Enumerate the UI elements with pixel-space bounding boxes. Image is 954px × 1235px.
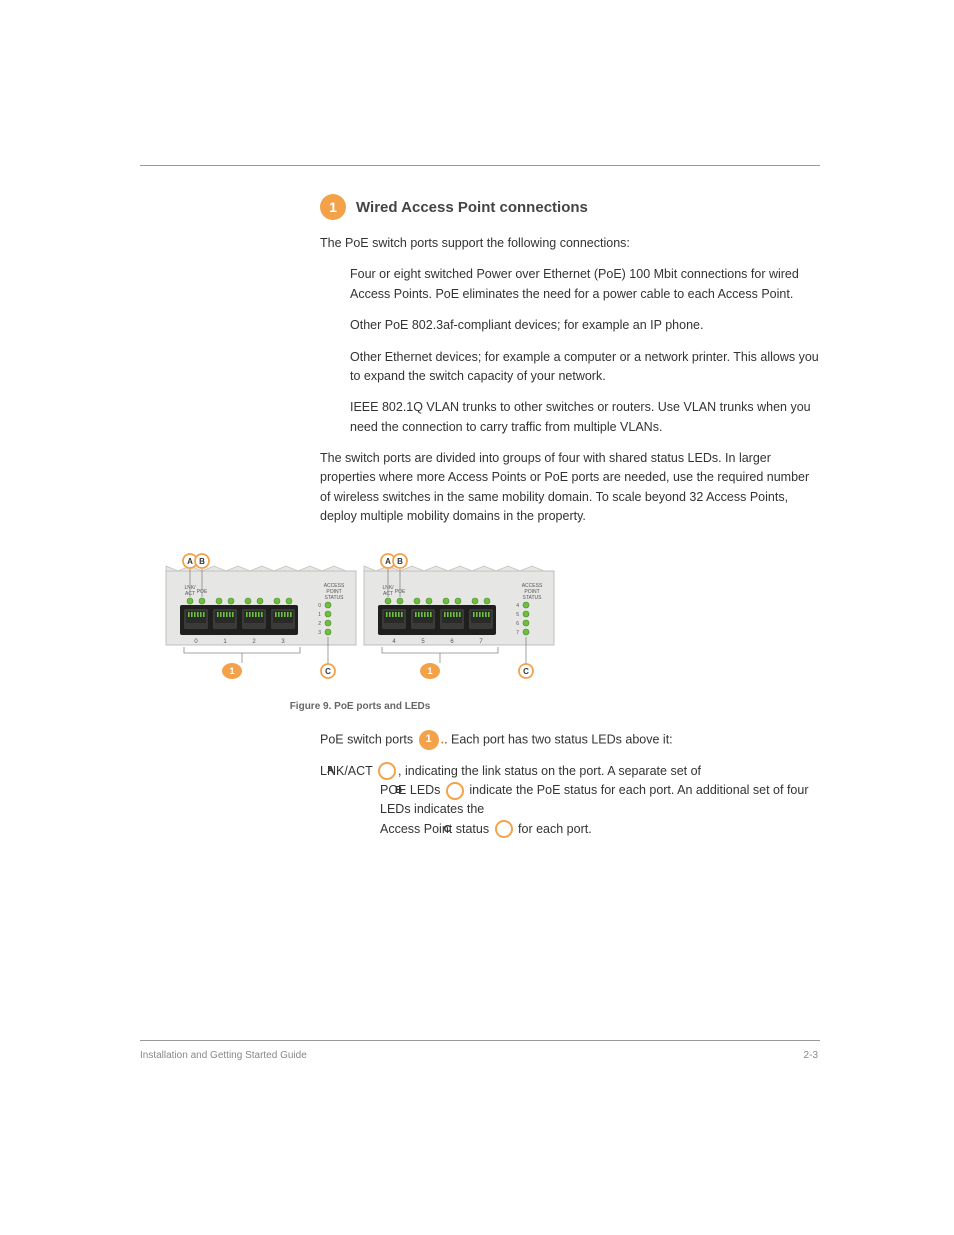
section-heading-text: Wired Access Point connections bbox=[356, 199, 588, 216]
svg-text:C: C bbox=[523, 667, 529, 676]
svg-text:5: 5 bbox=[516, 612, 519, 618]
detail-2: Other Ethernet devices; for example a co… bbox=[350, 348, 820, 387]
svg-text:2: 2 bbox=[318, 621, 321, 627]
section-heading: 1 Wired Access Point connections bbox=[320, 194, 820, 220]
svg-text:A: A bbox=[187, 557, 193, 566]
footer-left: Installation and Getting Started Guide bbox=[140, 1050, 307, 1061]
footer-rule bbox=[140, 1040, 820, 1041]
svg-text:3: 3 bbox=[318, 630, 321, 636]
legend-ring-b: B bbox=[446, 782, 464, 800]
detail-1: Other PoE 802.3af-compliant devices; for… bbox=[350, 316, 820, 335]
svg-text:STATUS: STATUS bbox=[523, 595, 543, 601]
svg-text:6: 6 bbox=[516, 621, 519, 627]
svg-text:B: B bbox=[199, 557, 205, 566]
svg-text:0: 0 bbox=[318, 603, 321, 609]
footer-right: 2-3 bbox=[804, 1050, 818, 1061]
poe-ports-figure: 0123LNK/ACTPOEACCESSPOINTSTATUS0123ABC14… bbox=[160, 547, 560, 687]
svg-text:1: 1 bbox=[229, 666, 234, 676]
svg-text:B: B bbox=[397, 557, 403, 566]
svg-text:STATUS: STATUS bbox=[325, 595, 345, 601]
legend-line-1: PoE switch ports 1.. Each port has two s… bbox=[320, 730, 820, 750]
top-rule bbox=[140, 165, 820, 166]
intro-text: The PoE switch ports support the followi… bbox=[320, 234, 820, 253]
svg-text:A: A bbox=[385, 557, 391, 566]
legend-ring-a: A bbox=[378, 762, 396, 780]
legend-c-suffix: for each port. bbox=[515, 822, 592, 836]
legend-badge-1: 1 bbox=[419, 730, 439, 750]
legend-intro-suffix: . Each port has two status LEDs above it… bbox=[444, 732, 673, 746]
legend-line-2: LNK/ACT A, indicating the link status on… bbox=[320, 762, 820, 840]
detail-3: IEEE 802.1Q VLAN trunks to other switche… bbox=[350, 398, 820, 437]
detail-0: Four or eight switched Power over Ethern… bbox=[350, 265, 820, 304]
legend-b-suffix: indicate the PoE status for each port. A… bbox=[380, 783, 809, 816]
svg-text:4: 4 bbox=[516, 603, 519, 609]
figure-caption: Figure 9. PoE ports and LEDs bbox=[160, 701, 560, 712]
svg-text:7: 7 bbox=[516, 630, 519, 636]
legend-b-prefix: POE LEDs bbox=[380, 783, 444, 797]
svg-text:C: C bbox=[325, 667, 331, 676]
legend-c-prefix: Access Point status bbox=[380, 822, 493, 836]
legend-intro-prefix: PoE switch ports bbox=[320, 732, 417, 746]
scaling-note: The switch ports are divided into groups… bbox=[320, 449, 820, 527]
legend-ring-c: C bbox=[495, 820, 513, 838]
svg-text:1: 1 bbox=[318, 612, 321, 618]
legend-a-suffix: , indicating the link status on the port… bbox=[398, 764, 701, 778]
svg-text:1: 1 bbox=[427, 666, 432, 676]
section-number-badge: 1 bbox=[320, 194, 346, 220]
